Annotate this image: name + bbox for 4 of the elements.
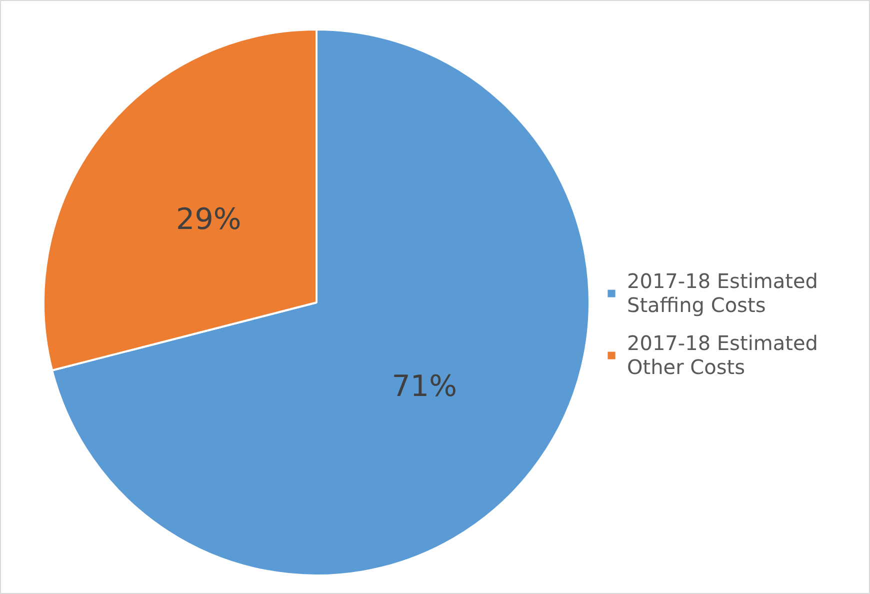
legend-label: 2017-18 Estimated Other Costs [627, 331, 818, 379]
data-label: 29% [176, 202, 242, 236]
legend-label: 2017-18 Estimated Staffing Costs [627, 269, 818, 317]
data-label: 71% [392, 369, 457, 404]
